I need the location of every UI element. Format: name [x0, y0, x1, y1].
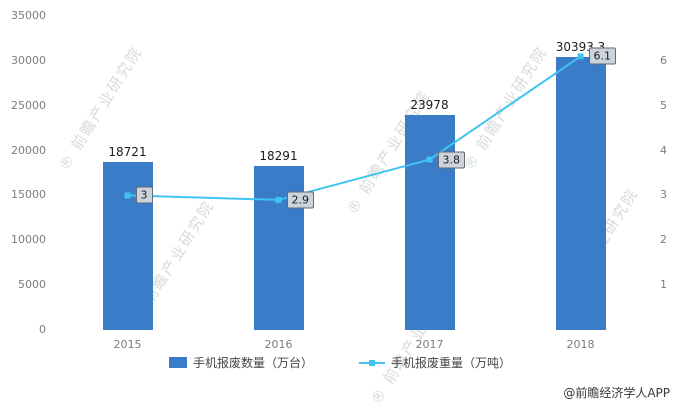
right-axis-tick-label: 3 — [660, 188, 667, 202]
x-axis-category-label: 2015 — [113, 338, 142, 351]
right-axis-tick-label: 2 — [660, 233, 667, 247]
bar-2017 — [404, 114, 455, 330]
left-axis-tick-label: 10000 — [11, 233, 46, 247]
bar-series-swatch — [168, 357, 187, 368]
legend-item-line-series[interactable]: 手机报废重量（万吨） — [359, 354, 511, 371]
x-axis-category-label: 2017 — [415, 338, 444, 351]
source-credit: @前瞻经济学人APP — [563, 386, 670, 400]
left-axis-tick-label: 30000 — [11, 53, 46, 67]
line-series-label: 手机报废重量（万吨） — [391, 356, 512, 370]
bar-value-label: 23978 — [410, 97, 449, 112]
line-series-marker-icon — [369, 359, 375, 366]
left-axis-tick-label: 5000 — [18, 278, 46, 292]
left-axis-tick-label: 35000 — [11, 9, 46, 22]
bar-value-label: 18721 — [108, 145, 147, 160]
left-axis-tick-label: 15000 — [11, 188, 46, 202]
bar-series-label: 手机报废数量（万台） — [192, 356, 313, 370]
left-axis-tick-label: 0 — [39, 323, 46, 336]
right-axis-tick-label: 5 — [660, 98, 667, 112]
line-value-label: 6.1 — [588, 47, 616, 65]
left-axis-tick-label: 20000 — [11, 143, 46, 157]
line-value-label: 3 — [135, 186, 153, 204]
x-axis-category-label: 2016 — [264, 338, 293, 351]
line-point-marker-icon — [577, 53, 584, 60]
line-point-marker-icon — [275, 196, 282, 203]
line-point-marker-icon — [426, 156, 433, 163]
right-axis-tick-label: 4 — [660, 143, 667, 157]
line-value-label: 2.9 — [286, 191, 314, 209]
right-axis-tick-label: 6 — [660, 53, 667, 67]
right-axis-tick-label: 1 — [660, 278, 667, 292]
line-value-label: 3.8 — [437, 151, 465, 169]
line-point-marker-icon — [124, 192, 131, 199]
line-series-path — [127, 55, 582, 201]
x-axis-category-label: 2018 — [566, 338, 595, 351]
bar-value-label: 18291 — [259, 148, 298, 163]
line-series-swatch — [359, 359, 385, 366]
legend: 手机报废数量（万台） 手机报废重量（万吨） — [0, 354, 680, 371]
bar-2018 — [555, 57, 606, 330]
left-axis-tick-label: 25000 — [11, 98, 46, 112]
legend-item-bar-series[interactable]: 手机报废数量（万台） — [168, 354, 313, 371]
